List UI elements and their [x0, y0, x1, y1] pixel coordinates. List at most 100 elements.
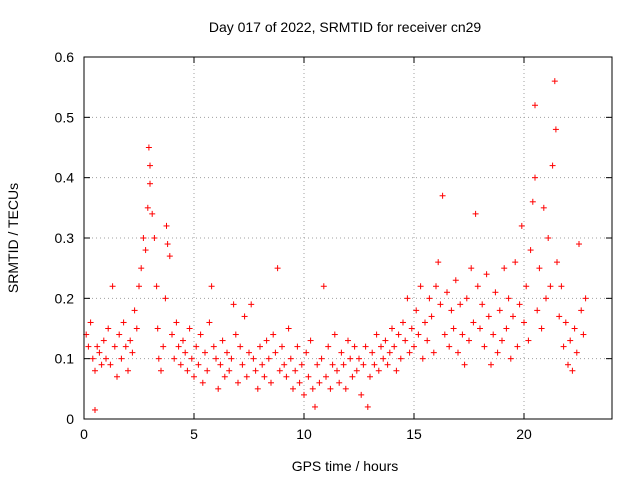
data-point: [107, 361, 114, 368]
chart-title: Day 017 of 2022, SRMTID for receiver cn2…: [209, 19, 482, 35]
data-point: [145, 144, 152, 151]
data-point: [437, 301, 444, 308]
data-point: [547, 283, 554, 290]
data-point: [477, 325, 483, 332]
data-point: [424, 337, 431, 344]
data-point: [268, 379, 274, 386]
data-point: [257, 343, 263, 350]
data-point: [534, 307, 541, 314]
data-point: [452, 277, 459, 284]
data-point: [556, 313, 563, 320]
data-point: [466, 337, 472, 344]
data-point: [505, 295, 512, 302]
data-point: [144, 204, 151, 211]
data-point: [263, 337, 270, 344]
data-point: [380, 355, 387, 362]
data-point: [369, 349, 376, 356]
data-point: [576, 241, 582, 248]
data-point: [221, 373, 228, 380]
data-point: [316, 379, 323, 386]
y-tick-label: 0.5: [55, 109, 75, 125]
data-point: [226, 367, 233, 374]
data-point: [173, 319, 180, 326]
data-point: [210, 343, 217, 350]
y-tick-label: 0.2: [55, 290, 75, 306]
data-point: [334, 367, 340, 374]
data-point: [349, 373, 356, 380]
data-point: [87, 319, 94, 326]
data-point: [219, 337, 226, 344]
data-point: [239, 361, 246, 368]
data-point: [554, 259, 560, 266]
data-point: [122, 343, 129, 350]
data-point: [186, 325, 193, 332]
data-point: [408, 325, 415, 332]
data-point: [395, 331, 402, 338]
data-point: [129, 349, 136, 356]
data-point: [499, 337, 505, 344]
data-point: [543, 295, 549, 302]
data-point: [532, 102, 538, 109]
data-point: [215, 385, 222, 392]
x-tick-label: 5: [190, 426, 198, 442]
x-tick-label: 20: [516, 426, 532, 442]
data-point: [521, 319, 527, 326]
data-point: [243, 373, 250, 380]
data-point: [98, 361, 105, 368]
data-point: [301, 391, 307, 398]
data-point: [545, 235, 552, 241]
data-point: [217, 361, 224, 368]
data-point: [235, 379, 241, 386]
data-point: [342, 385, 349, 392]
data-point: [118, 355, 125, 362]
data-point: [100, 337, 107, 344]
grid-lines: [84, 57, 612, 419]
data-point: [320, 283, 327, 290]
data-point: [105, 325, 112, 332]
data-point: [276, 367, 283, 374]
data-point: [318, 355, 325, 362]
data-point: [439, 192, 446, 199]
data-point: [512, 259, 519, 266]
data-point: [402, 337, 409, 344]
data-point: [270, 331, 277, 338]
data-point: [281, 361, 288, 368]
data-point: [175, 343, 182, 350]
data-point: [389, 325, 395, 332]
data-point: [426, 295, 433, 302]
data-point: [558, 283, 565, 290]
data-point: [567, 337, 574, 344]
data-point: [204, 367, 211, 374]
data-point: [446, 343, 453, 350]
data-point: [496, 307, 503, 314]
data-point: [347, 355, 354, 362]
data-point: [292, 367, 299, 374]
data-point: [536, 265, 543, 272]
data-point: [448, 307, 455, 314]
data-point: [285, 325, 292, 332]
data-point: [457, 301, 464, 308]
data-point: [483, 271, 490, 278]
data-point: [571, 325, 578, 332]
data-point: [287, 355, 294, 362]
data-point: [540, 204, 547, 211]
data-point: [331, 331, 338, 338]
data-point: [298, 361, 305, 368]
data-point: [340, 361, 347, 368]
data-point: [94, 343, 101, 350]
data-point: [386, 349, 393, 356]
axis-ticks: 0 5 10 15 20 0 0.1 0.2 0.3 0.4 0.5 0.6: [55, 49, 612, 442]
data-point: [151, 235, 158, 241]
data-point: [283, 373, 290, 380]
data-point: [92, 406, 98, 413]
data-point: [360, 361, 367, 368]
data-point: [323, 373, 329, 380]
data-point: [155, 355, 162, 362]
data-point: [147, 162, 153, 169]
data-point: [580, 331, 587, 338]
data-point: [169, 331, 175, 338]
data-point: [184, 367, 191, 374]
data-point: [149, 210, 156, 217]
data-point: [397, 355, 404, 362]
data-point: [312, 403, 318, 410]
